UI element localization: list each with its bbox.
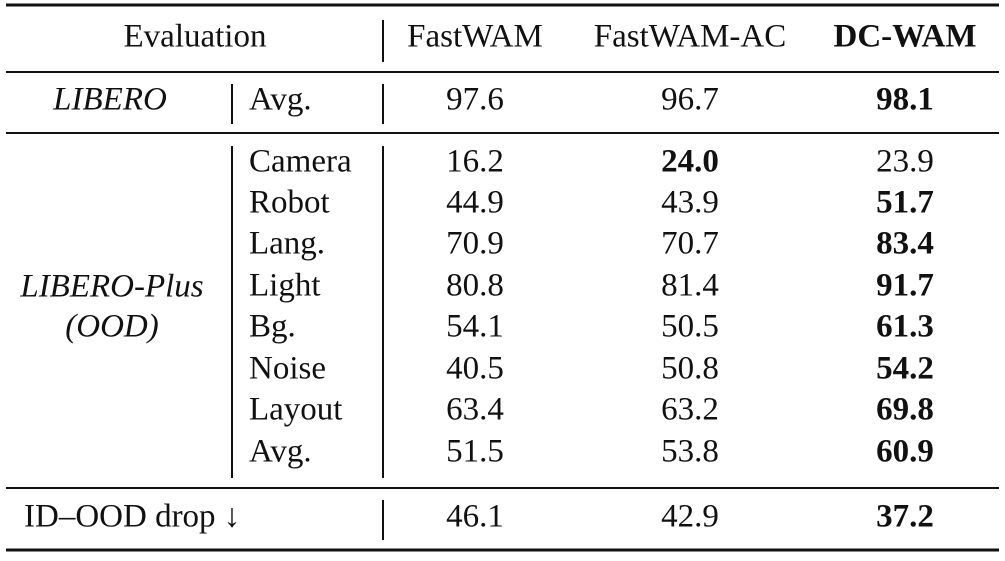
- cell-value: 54.1: [446, 309, 504, 345]
- cell-value: 60.9: [876, 434, 934, 470]
- cell-value: 69.8: [876, 392, 934, 428]
- group-label: LIBERO-Plus: [19, 269, 203, 305]
- cell-value: 63.4: [446, 392, 504, 428]
- group-label: (OOD): [65, 309, 158, 345]
- cell-value: 81.4: [661, 268, 719, 304]
- cell-value: 24.0: [661, 144, 719, 180]
- metric-label: Layout: [249, 392, 342, 428]
- cell-value: 63.2: [661, 392, 719, 428]
- cell-value: 97.6: [446, 82, 504, 118]
- metric-label: Lang.: [249, 226, 325, 262]
- metric-label: Avg.: [249, 82, 312, 118]
- cell-value: 80.8: [446, 268, 504, 304]
- cell-value: 70.7: [661, 226, 719, 262]
- cell-value: 42.9: [661, 499, 719, 535]
- cell-value: 53.8: [661, 434, 719, 470]
- cell-value: 40.5: [446, 351, 504, 387]
- header-column: FastWAM: [407, 19, 543, 55]
- metric-label: Camera: [249, 144, 352, 180]
- group-label: LIBERO: [52, 82, 167, 118]
- cell-value: 46.1: [446, 499, 504, 535]
- cell-value: 16.2: [446, 144, 504, 180]
- cell-value: 23.9: [876, 144, 934, 180]
- header-column: DC-WAM: [834, 19, 977, 55]
- header-column: FastWAM-AC: [594, 19, 787, 55]
- cell-value: 51.5: [446, 434, 504, 470]
- cell-value: 70.9: [446, 226, 504, 262]
- cell-value: 50.8: [661, 351, 719, 387]
- cell-value: 51.7: [876, 185, 934, 221]
- cell-value: 37.2: [876, 499, 934, 535]
- cell-value: 54.2: [876, 351, 934, 387]
- metric-label: Bg.: [249, 309, 296, 345]
- cell-value: 43.9: [661, 185, 719, 221]
- cell-value: 44.9: [446, 185, 504, 221]
- metric-label: Avg.: [249, 434, 312, 470]
- metric-label: Noise: [249, 351, 326, 387]
- cell-value: 98.1: [876, 82, 934, 118]
- cell-value: 61.3: [876, 309, 934, 345]
- metric-label: Robot: [249, 185, 330, 221]
- header-evaluation: Evaluation: [124, 19, 267, 55]
- cell-value: 96.7: [661, 82, 719, 118]
- cell-value: 91.7: [876, 268, 934, 304]
- metric-label: Light: [249, 268, 321, 304]
- cell-value: 50.5: [661, 309, 719, 345]
- summary-label: ID–OOD drop ↓: [24, 499, 240, 535]
- cell-value: 83.4: [876, 226, 934, 262]
- column-separators: [231, 20, 384, 540]
